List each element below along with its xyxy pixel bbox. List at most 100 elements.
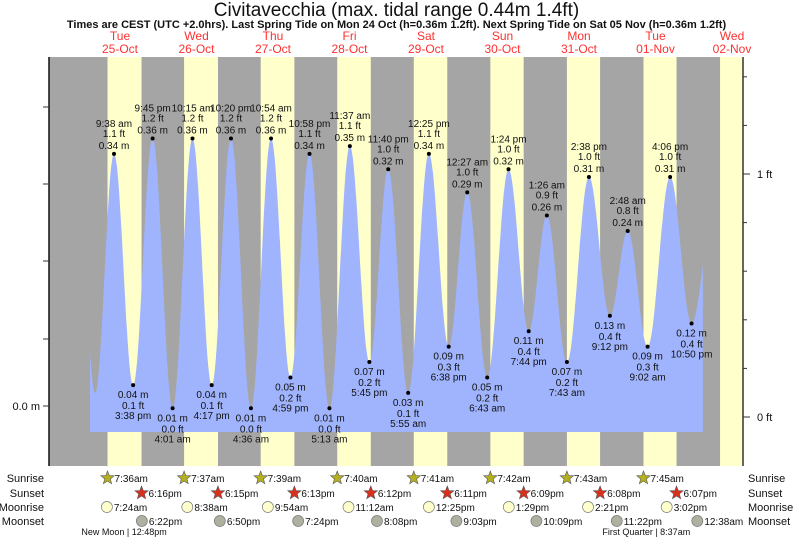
low-tide-ft: 0.1 ft bbox=[201, 401, 223, 412]
sunset-time: 6:09pm bbox=[531, 489, 564, 500]
day-label-date: 26-Oct bbox=[179, 42, 216, 56]
sunrise-time: 7:43am bbox=[574, 474, 607, 485]
sunrise-row-label: Sunrise bbox=[7, 473, 44, 485]
sunrise-time: 7:37am bbox=[191, 474, 224, 485]
high-tide-point bbox=[150, 136, 155, 141]
moonrise-time: 11:12am bbox=[356, 503, 394, 514]
high-tide-ft: 1.1 ft bbox=[339, 121, 361, 132]
sunrise-icon bbox=[100, 470, 116, 485]
low-tide-time: 7:43 am bbox=[549, 388, 585, 399]
high-tide-ft: 1.0 ft bbox=[456, 167, 478, 178]
low-tide-point bbox=[327, 406, 332, 411]
moonset-time: 9:03pm bbox=[463, 517, 496, 528]
high-tide-time: 11:40 pm bbox=[368, 134, 409, 145]
moonset-icon bbox=[610, 515, 623, 527]
low-tide-m: 0.04 m bbox=[118, 390, 149, 401]
low-tide-time: 5:13 am bbox=[311, 434, 347, 445]
high-tide-ft: 0.9 ft bbox=[536, 191, 558, 202]
moonrise-icon bbox=[423, 501, 435, 513]
low-tide-ft: 0.4 ft bbox=[680, 339, 702, 350]
high-tide-m: 0.32 m bbox=[493, 156, 524, 167]
sunset-time: 6:12pm bbox=[378, 489, 411, 500]
moonset-icon bbox=[371, 515, 383, 527]
high-tide-time: 9:38 am bbox=[96, 119, 132, 130]
sunset-time: 6:16pm bbox=[149, 489, 182, 500]
moonrise-time: 1:29pm bbox=[516, 503, 549, 514]
high-tide-time: 10:54 am bbox=[250, 103, 292, 114]
low-tide-m: 0.07 m bbox=[552, 367, 583, 378]
low-tide-time: 5:55 am bbox=[390, 419, 426, 430]
daylight-band bbox=[720, 57, 743, 466]
sunset-row-label: Sunset bbox=[748, 488, 782, 500]
high-tide-ft: 1.1 ft bbox=[103, 129, 125, 140]
day-label-weekday: Sun bbox=[492, 29, 513, 43]
sunset-icon bbox=[286, 485, 302, 500]
high-tide-m: 0.36 m bbox=[137, 125, 168, 136]
high-tide-point bbox=[625, 228, 630, 233]
low-tide-m: 0.11 m bbox=[514, 336, 544, 347]
low-tide-ft: 0.2 ft bbox=[279, 393, 301, 404]
high-tide-ft: 0.8 ft bbox=[617, 206, 639, 217]
high-tide-m: 0.34 m bbox=[99, 141, 130, 152]
moonrise-row-label: Moonrise bbox=[0, 502, 44, 514]
day-label-date: 25-Oct bbox=[102, 42, 139, 56]
low-tide-point bbox=[645, 344, 650, 349]
low-tide-ft: 0.4 ft bbox=[599, 332, 621, 343]
high-tide-point bbox=[506, 167, 511, 172]
high-tide-m: 0.24 m bbox=[612, 218, 643, 229]
high-tide-ft: 1.1 ft bbox=[418, 129, 440, 140]
moonrise-icon bbox=[101, 501, 113, 513]
high-tide-point bbox=[668, 174, 673, 179]
low-tide-m: 0.07 m bbox=[354, 367, 385, 378]
high-tide-time: 2:48 am bbox=[610, 196, 646, 207]
low-tide-time: 10:50 pm bbox=[671, 349, 713, 360]
high-tide-time: 1:24 pm bbox=[490, 134, 526, 145]
moonrise-time: 2:21pm bbox=[595, 503, 628, 514]
low-tide-m: 0.09 m bbox=[433, 352, 464, 363]
low-tide-ft: 0.4 ft bbox=[518, 347, 540, 358]
low-tide-ft: 0.2 ft bbox=[476, 393, 498, 404]
high-tide-m: 0.36 m bbox=[177, 125, 208, 136]
sunrise-row-label: Sunrise bbox=[748, 473, 785, 485]
day-label-date: 02-Nov bbox=[713, 42, 752, 56]
high-tide-m: 0.36 m bbox=[216, 125, 247, 136]
moonrise-time: 9:54am bbox=[275, 503, 308, 514]
moonrise-time: 3:02pm bbox=[674, 503, 707, 514]
moonset-icon bbox=[450, 515, 463, 527]
high-tide-time: 12:27 am bbox=[446, 157, 488, 168]
right-axis-label: 1 ft bbox=[757, 169, 772, 181]
high-tide-point bbox=[386, 167, 391, 172]
low-tide-point bbox=[367, 360, 372, 365]
sunset-icon bbox=[363, 485, 379, 500]
low-tide-point bbox=[170, 406, 175, 411]
low-tide-m: 0.01 m bbox=[314, 413, 345, 424]
sunrise-time: 7:42am bbox=[497, 474, 530, 485]
moonrise-icon bbox=[181, 501, 194, 513]
moonset-icon bbox=[292, 515, 304, 527]
sunset-icon bbox=[516, 485, 532, 500]
sunset-time: 6:08pm bbox=[607, 489, 640, 500]
high-tide-time: 1:26 am bbox=[529, 181, 565, 192]
sunset-icon bbox=[210, 485, 226, 500]
sunset-icon bbox=[134, 485, 150, 500]
low-tide-ft: 0.0 ft bbox=[161, 424, 183, 435]
moonset-time: 6:50pm bbox=[227, 517, 260, 528]
sunrise-icon bbox=[329, 470, 345, 485]
high-tide-m: 0.34 m bbox=[294, 141, 325, 152]
low-tide-m: 0.09 m bbox=[632, 352, 663, 363]
day-label-date: 01-Nov bbox=[636, 42, 675, 56]
high-tide-time: 4:06 pm bbox=[652, 142, 688, 153]
moon-phase-label: New Moon | 12:48pm bbox=[81, 527, 166, 537]
day-label-date: 31-Oct bbox=[561, 42, 598, 56]
high-tide-time: 10:15 am bbox=[172, 103, 214, 114]
sunset-row-label: Sunset bbox=[10, 488, 44, 500]
low-tide-m: 0.03 m bbox=[393, 398, 424, 409]
high-tide-time: 10:20 pm bbox=[210, 103, 252, 114]
high-tide-point bbox=[112, 151, 117, 156]
high-tide-ft: 1.2 ft bbox=[220, 113, 242, 124]
low-tide-time: 4:59 pm bbox=[272, 403, 308, 414]
low-tide-point bbox=[209, 383, 214, 388]
moonset-time: 10:09pm bbox=[543, 517, 582, 528]
sunrise-icon bbox=[559, 470, 575, 485]
high-tide-ft: 1.1 ft bbox=[298, 129, 320, 140]
